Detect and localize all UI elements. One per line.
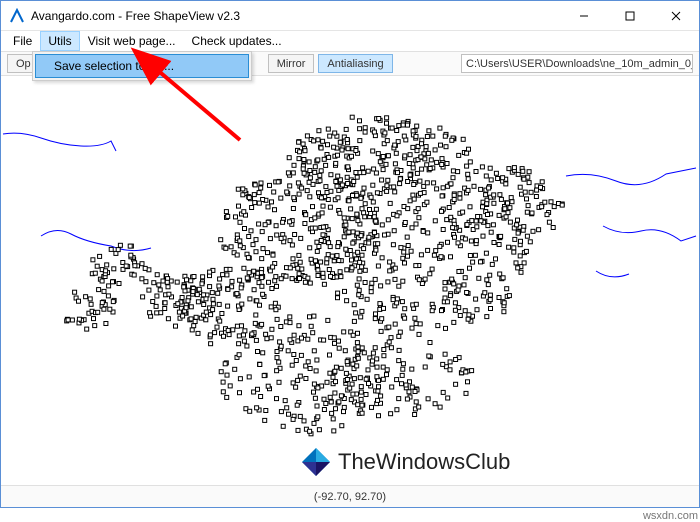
watermark: TheWindowsClub [300, 446, 510, 478]
filepath-field[interactable]: C:\Users\USER\Downloads\ne_10m_admin_0_b… [461, 54, 693, 73]
close-button[interactable] [653, 1, 699, 30]
menu-visit-web[interactable]: Visit web page... [80, 31, 184, 51]
shape-layer [1, 76, 699, 485]
source-text: wsxdn.com [643, 510, 698, 522]
save-selection-menu-item[interactable]: Save selection to file... [35, 54, 249, 78]
mirror-button[interactable]: Mirror [268, 54, 315, 73]
app-icon [9, 8, 25, 24]
window-title: Avangardo.com - Free ShapeView v2.3 [31, 9, 561, 23]
statusbar: (-92.70, 92.70) [1, 485, 699, 507]
windowsclub-logo-icon [300, 446, 332, 478]
map-canvas[interactable] [1, 76, 699, 485]
menu-utils[interactable]: Utils [40, 31, 79, 51]
watermark-text: TheWindowsClub [338, 449, 510, 475]
antialiasing-button[interactable]: Antialiasing [318, 54, 392, 73]
minimize-button[interactable] [561, 1, 607, 30]
coords-readout: (-92.70, 92.70) [314, 491, 386, 503]
menu-file[interactable]: File [5, 31, 40, 51]
window-controls [561, 1, 699, 30]
utils-dropdown: Save selection to file... [32, 51, 252, 81]
titlebar: Avangardo.com - Free ShapeView v2.3 [1, 1, 699, 31]
maximize-button[interactable] [607, 1, 653, 30]
menu-check-updates[interactable]: Check updates... [184, 31, 290, 51]
menubar: File Utils Visit web page... Check updat… [1, 31, 699, 51]
